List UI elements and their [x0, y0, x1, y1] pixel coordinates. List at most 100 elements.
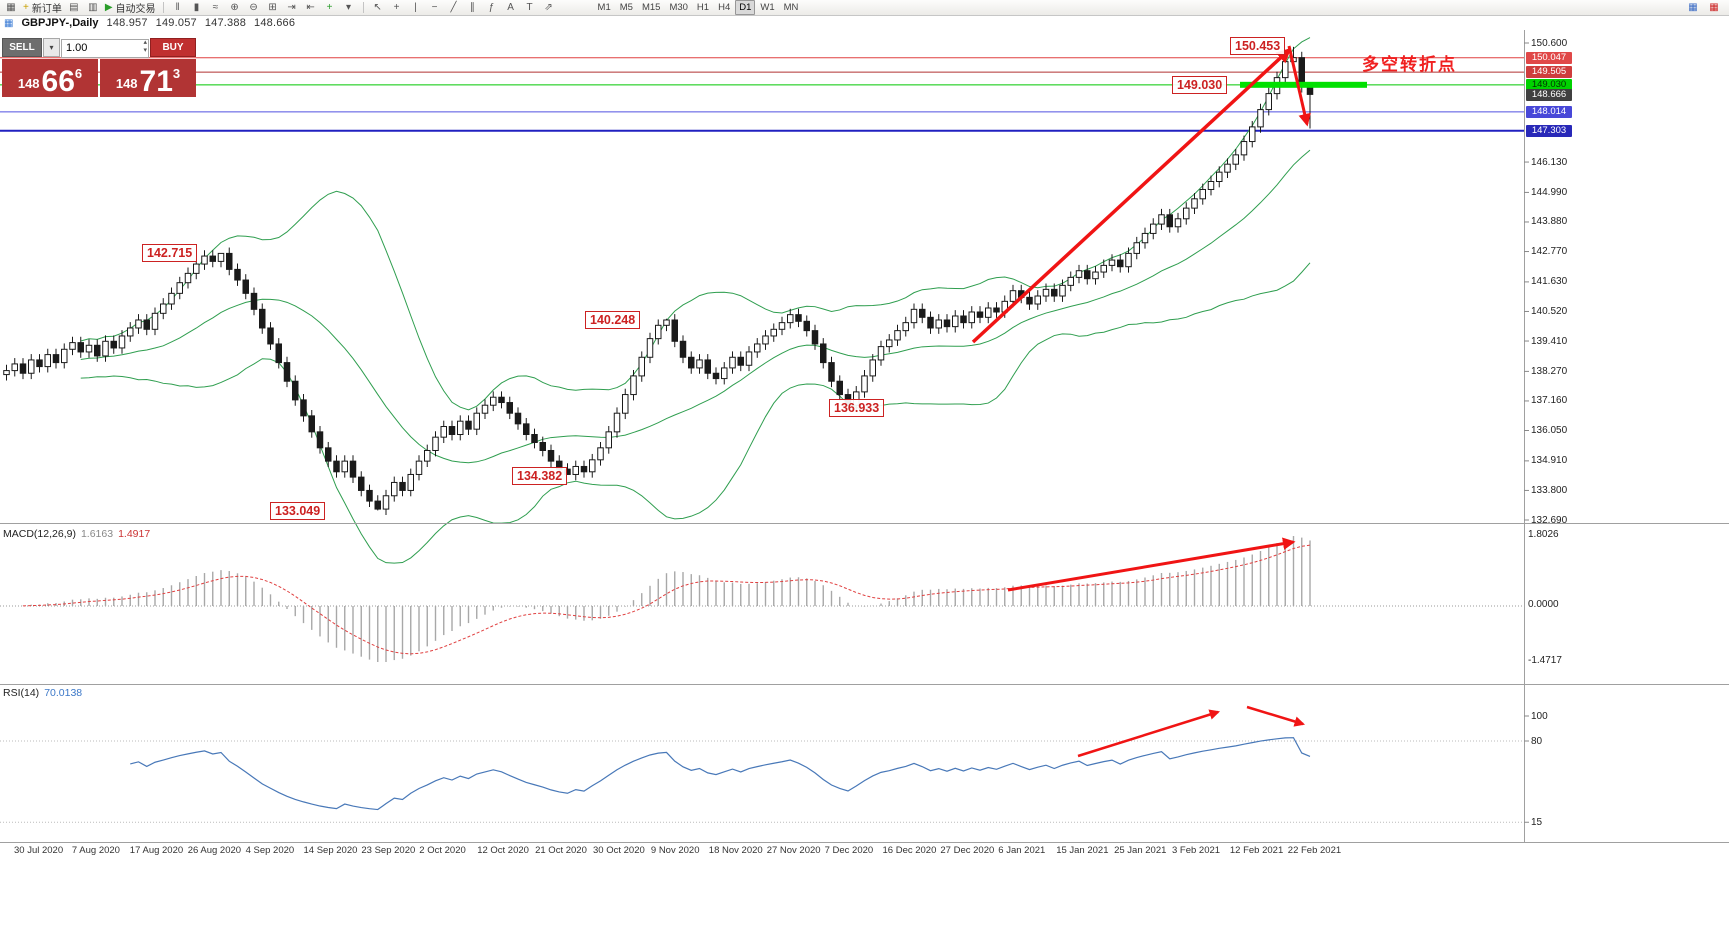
- new-chart-button[interactable]: ▦: [2, 1, 20, 15]
- rsi-label: RSI(14) 70.0138: [3, 687, 83, 699]
- macd-label: MACD(12,26,9) 1.6163 1.4917: [3, 528, 151, 540]
- auto-scroll-button[interactable]: ⇥: [283, 1, 301, 15]
- fibonacci-icon: ƒ: [488, 1, 495, 13]
- fibonacci-button[interactable]: ƒ: [483, 1, 501, 15]
- autotrading-label: 自动交易: [115, 4, 156, 15]
- arrows-tool-icon: ⇗: [544, 1, 553, 13]
- window-red-icon[interactable]: ▦: [1709, 2, 1719, 13]
- text-label-button[interactable]: T: [521, 1, 539, 15]
- zoom-out-icon: ⊖: [249, 1, 258, 13]
- spinner-down-icon[interactable]: ▾: [143, 47, 147, 54]
- vertical-line-button[interactable]: |: [407, 1, 425, 15]
- macd-signal-value: 1.4917: [118, 528, 151, 540]
- line-chart-button[interactable]: ≈: [207, 1, 225, 15]
- new-order-label: 新订单: [31, 4, 62, 15]
- toolbar: ▦ + 新订单 ▤ ▥ ▶ 自动交易 ‖ ▮ ≈ ⊕ ⊖ ⊞ ⇥ ⇤ + ▾ ↖ + | − ╱ ∥ ƒ A T ⇗ M1 M5 M15…: [0, 0, 1729, 16]
- equidistant-channel-button[interactable]: ∥: [464, 1, 482, 15]
- macd-scale-zero: 0.0000: [1528, 599, 1559, 610]
- indicators-button[interactable]: +: [321, 1, 339, 15]
- sell-price-pips: 66: [41, 65, 75, 98]
- buy-price-main: 148: [115, 76, 138, 91]
- crosshair-button[interactable]: +: [388, 1, 406, 15]
- symbol-title: GBPJPY-,Daily: [21, 17, 99, 29]
- order-type-dropdown[interactable]: ▾: [43, 38, 60, 57]
- timeframe-button-m5[interactable]: M5: [619, 2, 633, 13]
- volume-field-wrap: ▴ ▾: [61, 38, 149, 58]
- line-chart-icon: ≈: [212, 1, 219, 13]
- ohlc-low: 147.388: [204, 17, 247, 29]
- candlestick-chart-button[interactable]: ▮: [188, 1, 206, 15]
- sell-price-sup: 6: [74, 66, 83, 81]
- price-axis[interactable]: [1524, 30, 1729, 843]
- trendline-button[interactable]: ╱: [445, 1, 463, 15]
- chart-window-icon: ▦: [4, 17, 14, 29]
- macd-scale-max: 1.8026: [1528, 529, 1559, 540]
- text-icon: A: [507, 1, 514, 13]
- chart-annotation-text[interactable]: 多空转折点: [1362, 55, 1457, 74]
- market-watch-icon: ▥: [88, 1, 98, 13]
- timeframe-button-w1[interactable]: W1: [760, 2, 775, 13]
- volume-input[interactable]: [61, 38, 149, 58]
- macd-scale-min: -1.4717: [1528, 655, 1562, 666]
- zoom-in-button[interactable]: ⊕: [226, 1, 244, 15]
- crosshair-icon: +: [393, 1, 400, 13]
- timeframe-group: M1 M5 M15 M30 H1 H4 D1 W1 MN: [594, 0, 803, 15]
- chart-shift-button[interactable]: ⇤: [302, 1, 320, 15]
- timeframe-button-m15[interactable]: M15: [641, 2, 661, 13]
- toolbar-separator: [162, 2, 164, 13]
- symbol-bar: ▦ GBPJPY-,Daily 148.957 149.057 147.388 …: [0, 16, 1729, 30]
- market-watch-button[interactable]: ▥: [84, 1, 102, 15]
- tile-windows-button[interactable]: ⊞: [264, 1, 282, 15]
- equidistant-channel-icon: ∥: [470, 1, 476, 13]
- sell-button[interactable]: SELL: [2, 38, 42, 57]
- text-button[interactable]: A: [502, 1, 520, 15]
- horizontal-line-button[interactable]: −: [426, 1, 444, 15]
- sell-price-main: 148: [17, 76, 40, 91]
- time-axis[interactable]: [0, 843, 1729, 859]
- buy-price-button[interactable]: 148 71 3: [100, 59, 196, 97]
- templates-button[interactable]: ▾: [340, 1, 358, 15]
- sell-price-button[interactable]: 148 66 6: [2, 59, 98, 97]
- vertical-line-icon: |: [414, 1, 417, 13]
- new-order-icon: +: [23, 1, 29, 13]
- bars-chart-button[interactable]: ‖: [169, 1, 187, 15]
- text-label-icon: T: [526, 1, 533, 13]
- timeframe-button-mn[interactable]: MN: [783, 2, 799, 13]
- zoom-out-button[interactable]: ⊖: [245, 1, 263, 15]
- timeframe-button-m30[interactable]: M30: [669, 2, 688, 13]
- new-order-button[interactable]: + 新订单: [21, 1, 64, 16]
- cursor-icon: ↖: [373, 1, 382, 13]
- toolbar-separator: [362, 2, 364, 13]
- horizontal-line-icon: −: [431, 1, 438, 13]
- trendline-icon: ╱: [450, 1, 457, 13]
- timeframe-button-h1[interactable]: H1: [696, 2, 710, 13]
- indicators-icon: +: [326, 1, 333, 13]
- chevron-down-icon: ▾: [49, 43, 54, 52]
- chart-profiles-button[interactable]: ▤: [65, 1, 83, 15]
- chart-area[interactable]: [0, 30, 1524, 843]
- spinner-up-icon[interactable]: ▴: [143, 39, 147, 46]
- auto-scroll-icon: ⇥: [287, 1, 296, 13]
- timeframe-button-h4[interactable]: H4: [718, 2, 731, 13]
- ohlc-close: 148.666: [254, 17, 296, 29]
- autotrading-button[interactable]: ▶ 自动交易: [103, 1, 158, 16]
- buy-button[interactable]: BUY: [150, 38, 196, 57]
- zoom-in-icon: ⊕: [230, 1, 239, 13]
- buy-price-sup: 3: [172, 66, 181, 81]
- chart-shift-icon: ⇤: [306, 1, 315, 13]
- timeframe-button-d1[interactable]: D1: [735, 0, 756, 15]
- new-chart-icon: ▦: [6, 1, 16, 13]
- ohlc-high: 149.057: [155, 17, 197, 29]
- cursor-button[interactable]: ↖: [369, 1, 387, 15]
- buy-price-pips: 71: [139, 65, 173, 98]
- tile-windows-icon: ⊞: [268, 1, 277, 13]
- arrows-tool-button[interactable]: ⇗: [540, 1, 558, 15]
- macd-main-value: 1.6163: [80, 528, 114, 540]
- autotrading-icon: ▶: [104, 1, 113, 13]
- rsi-value: 70.0138: [44, 687, 83, 699]
- templates-icon: ▾: [346, 1, 352, 13]
- window-blue-icon[interactable]: ▦: [1688, 2, 1698, 13]
- chart-profiles-icon: ▤: [69, 1, 79, 13]
- timeframe-button-m1[interactable]: M1: [597, 2, 611, 13]
